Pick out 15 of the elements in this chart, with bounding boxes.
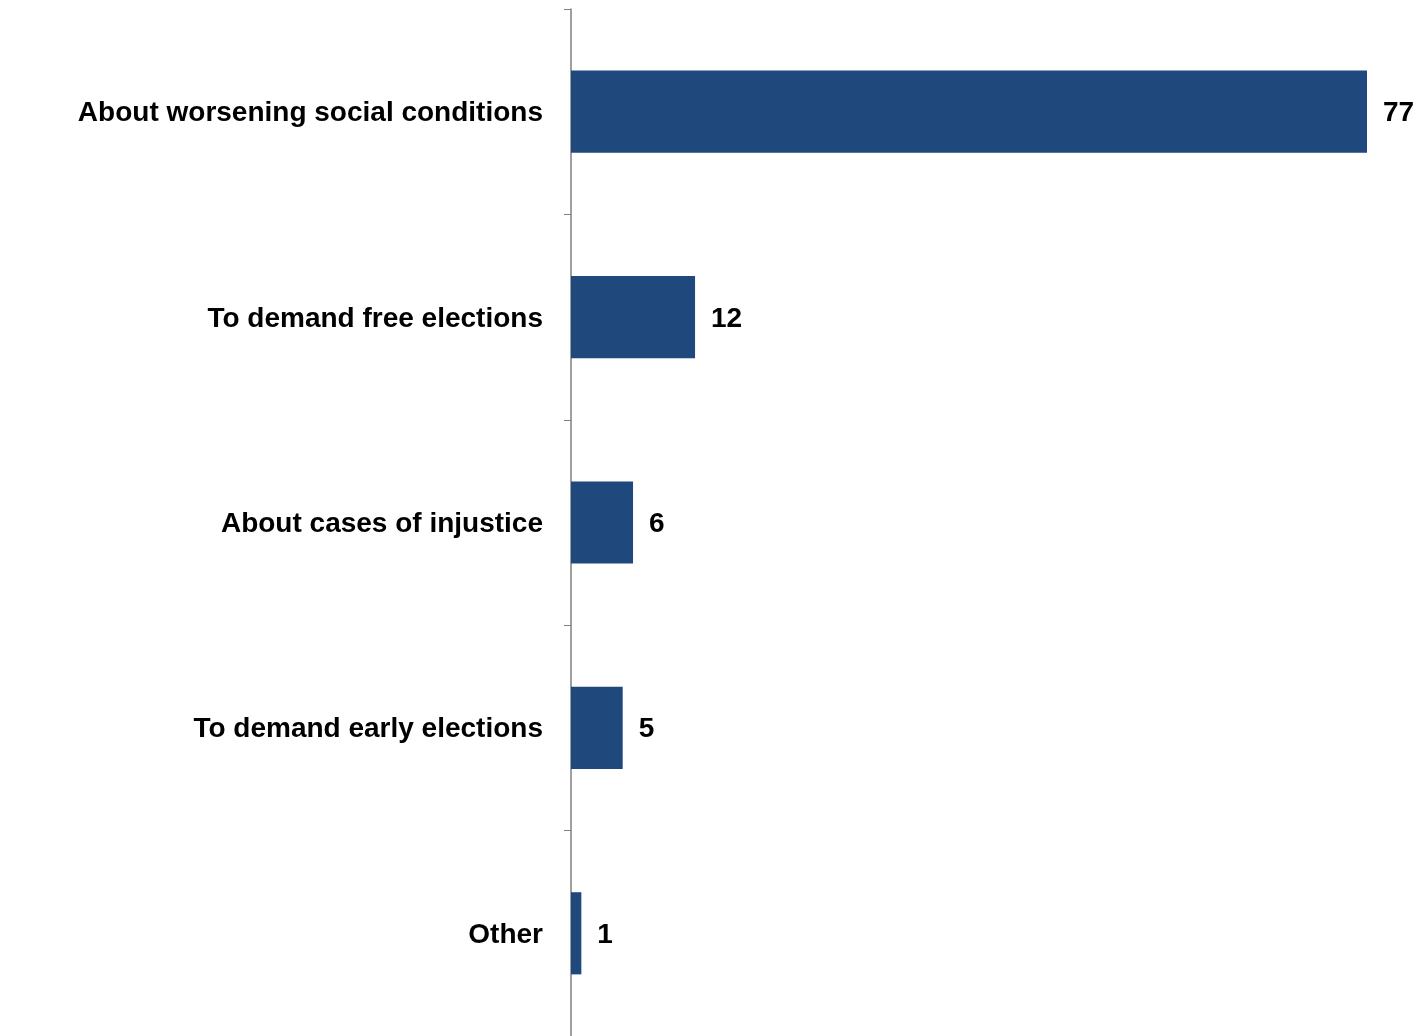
data-label: 6: [649, 507, 665, 538]
data-label: 77: [1383, 96, 1415, 128]
y-tick-label: About worsening social conditions: [77, 96, 543, 128]
y-tick-label: Other: [468, 917, 544, 949]
data-label: 1: [597, 917, 613, 949]
bar: [571, 276, 696, 359]
y-tick-label: About cases of injustice: [220, 507, 543, 538]
y-tick-label: To demand early elections: [193, 712, 543, 744]
data-label: 12: [711, 301, 743, 333]
bar: [571, 686, 623, 769]
data-label: 5: [638, 712, 655, 744]
bar: [571, 481, 634, 564]
bar: [571, 70, 1367, 153]
bar: [571, 892, 582, 975]
y-tick-label: To demand free elections: [207, 301, 543, 333]
